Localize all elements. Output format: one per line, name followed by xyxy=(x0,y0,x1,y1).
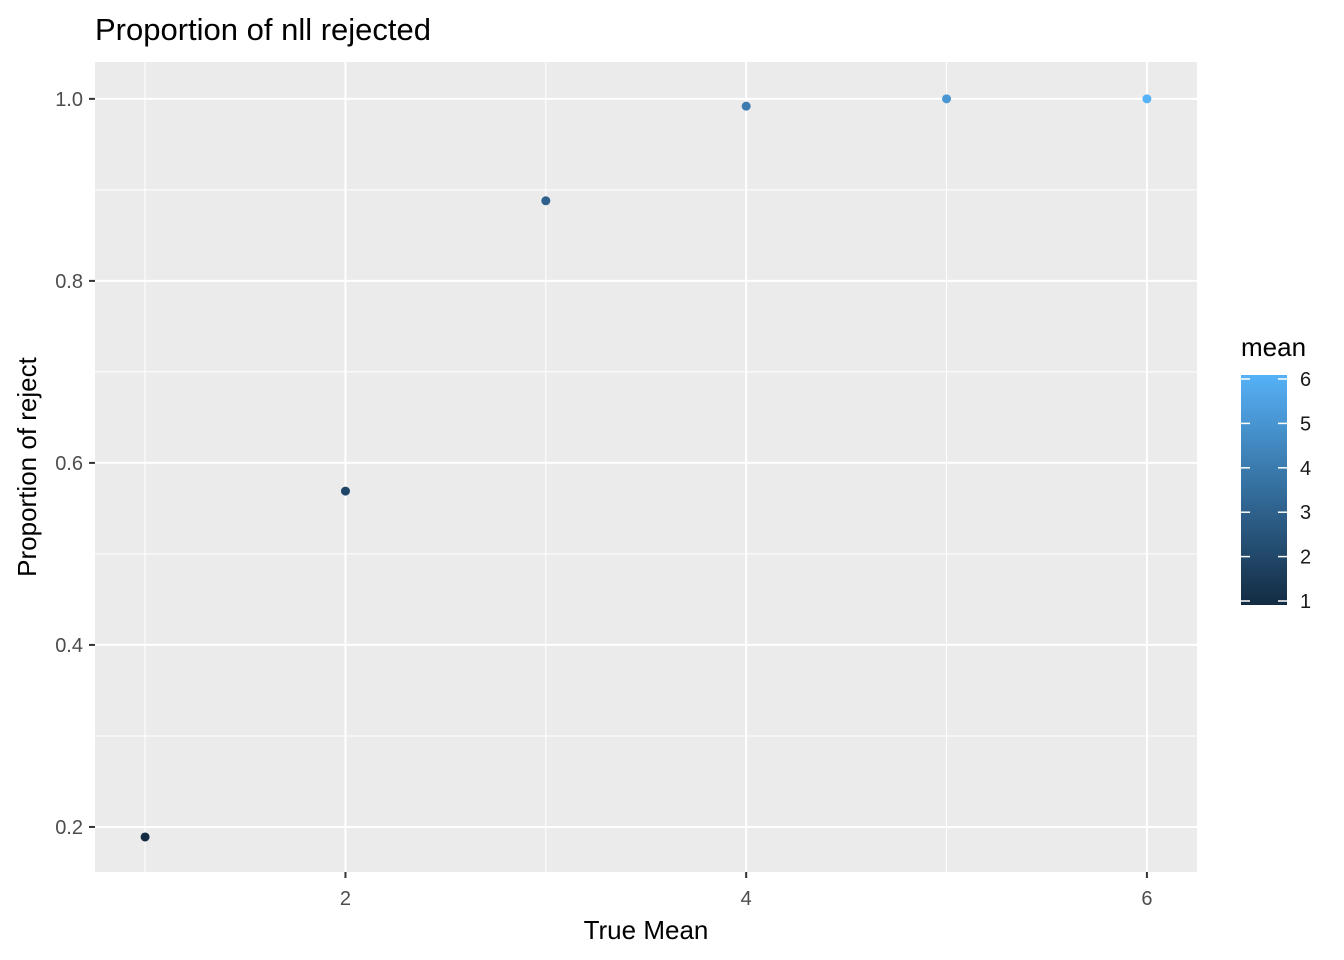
legend-ticks: 1 2 3 4 5 6 xyxy=(1241,369,1311,613)
y-axis-ticks: 0.2 0.4 0.6 0.8 1.0 xyxy=(55,89,95,839)
chart-title: Proportion of nll rejected xyxy=(95,12,431,47)
legend: mean 1 2 3 4 5 6 xyxy=(1241,332,1311,613)
legend-tick-label: 6 xyxy=(1300,369,1311,391)
data-point xyxy=(140,832,150,842)
y-tick-label: 0.8 xyxy=(55,271,83,293)
x-tick-label: 2 xyxy=(340,888,351,910)
plot-panel xyxy=(95,62,1197,872)
x-tick-label: 4 xyxy=(741,888,752,910)
legend-tick-label: 2 xyxy=(1300,547,1311,569)
y-tick-label: 1.0 xyxy=(55,89,83,111)
y-tick-label: 0.4 xyxy=(55,635,83,657)
data-point xyxy=(1142,94,1152,104)
data-point xyxy=(741,101,751,111)
x-axis-ticks: 2 4 6 xyxy=(340,872,1152,910)
y-axis-title: Proportion of reject xyxy=(12,356,42,576)
data-point xyxy=(340,486,350,496)
x-tick-label: 6 xyxy=(1141,888,1152,910)
y-tick-label: 0.6 xyxy=(55,453,83,475)
x-axis-title: True Mean xyxy=(584,915,709,945)
y-tick-label: 0.2 xyxy=(55,817,83,839)
legend-tick-label: 1 xyxy=(1300,591,1311,613)
legend-tick-label: 3 xyxy=(1300,502,1311,524)
data-points xyxy=(140,94,1152,842)
legend-tick-label: 4 xyxy=(1300,458,1311,480)
data-point xyxy=(942,94,952,104)
data-point xyxy=(541,196,551,206)
legend-colorbar xyxy=(1241,375,1287,605)
legend-title: mean xyxy=(1241,332,1306,362)
major-gridlines xyxy=(95,62,1197,872)
legend-tick-label: 5 xyxy=(1300,413,1311,435)
